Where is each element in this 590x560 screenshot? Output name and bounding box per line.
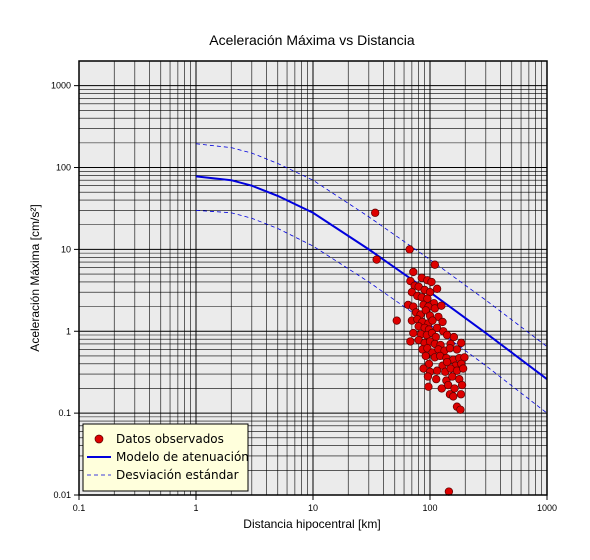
model-lines — [195, 143, 548, 414]
data-point — [445, 344, 455, 353]
data-point — [456, 405, 465, 414]
data-point — [424, 359, 434, 368]
data-point — [392, 316, 401, 325]
data-point — [405, 245, 414, 254]
data-point — [438, 317, 447, 327]
y-tick-label: 10 — [61, 244, 71, 254]
data-point — [423, 294, 432, 303]
legend-label: Desviación estándar — [116, 468, 239, 482]
data-point — [432, 366, 442, 375]
std-deviation-line — [195, 209, 548, 414]
x-axis-label: Distancia hipocentral [km] — [243, 517, 380, 531]
data-point — [444, 380, 453, 390]
y-tick-label: 1000 — [51, 81, 71, 91]
y-axis-label: Aceleración Máxima [cm/s²] — [28, 204, 42, 351]
data-point — [448, 372, 457, 381]
y-tick-label: 100 — [56, 163, 71, 173]
x-tick-label: 100 — [422, 503, 437, 513]
observed-points — [371, 208, 469, 496]
data-point — [456, 390, 466, 399]
data-point — [372, 255, 381, 264]
data-point — [432, 375, 441, 384]
data-point — [419, 364, 428, 373]
data-point — [437, 301, 446, 310]
chart-title: Aceleración Máxima vs Distancia — [209, 32, 415, 48]
y-tick-label: 1 — [66, 326, 71, 336]
data-point — [449, 392, 458, 401]
data-point — [427, 277, 436, 287]
data-point — [449, 332, 459, 342]
attenuation-model-line — [195, 175, 548, 380]
data-point — [442, 357, 452, 367]
std-deviation-line — [195, 143, 548, 347]
data-point — [437, 384, 446, 393]
x-tick-label: 0.1 — [73, 503, 86, 513]
x-tick-label: 1 — [193, 503, 198, 513]
data-point — [457, 380, 467, 390]
data-point — [406, 337, 415, 346]
x-tick-label: 1000 — [537, 503, 557, 513]
data-point — [371, 208, 380, 217]
data-point — [409, 328, 418, 338]
data-point — [430, 260, 439, 269]
x-tick-label: 10 — [308, 503, 318, 513]
grid — [78, 60, 547, 496]
data-point — [423, 372, 433, 381]
legend-marker-points — [94, 434, 104, 444]
y-tick-label: 0.1 — [58, 408, 71, 418]
data-point — [452, 345, 462, 354]
data-point — [424, 382, 433, 391]
data-point — [460, 353, 469, 362]
data-point — [432, 323, 442, 333]
data-point — [432, 284, 442, 293]
data-point — [457, 338, 466, 348]
data-point — [450, 384, 459, 393]
data-point — [458, 364, 468, 373]
legend: Datos observados Modelo de atenuación Desv… — [82, 423, 249, 492]
data-point — [421, 351, 430, 361]
data-point — [428, 316, 437, 325]
data-point — [409, 267, 418, 277]
data-point — [442, 330, 452, 340]
y-tick-label: 0.01 — [53, 490, 71, 500]
legend-label: Modelo de atenuación — [116, 450, 249, 464]
legend-label: Datos observados — [116, 432, 224, 446]
